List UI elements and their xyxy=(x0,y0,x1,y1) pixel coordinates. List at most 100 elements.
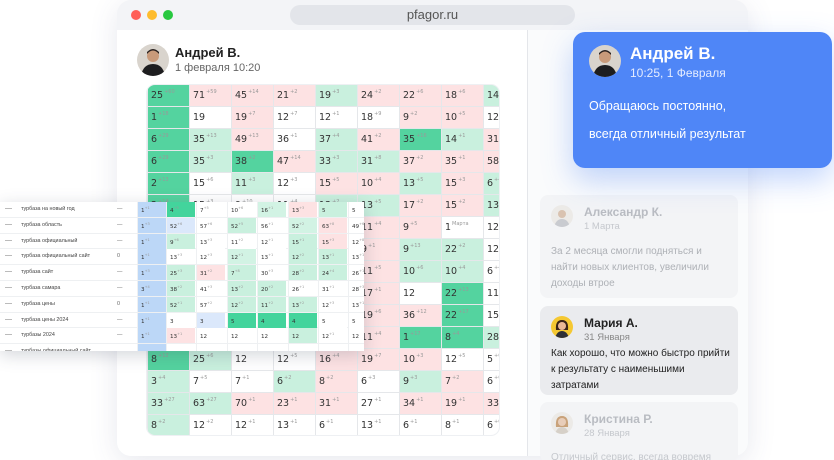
position-delta: +16 xyxy=(416,133,427,139)
featured-review-text-line1: Обращаюсь постоянно, xyxy=(589,99,727,113)
sheet-delta: +3 xyxy=(177,269,183,274)
position-cell: 25+6 xyxy=(190,349,231,370)
sheet-delta: +1 xyxy=(268,253,274,258)
position-cell: 22+6 xyxy=(400,85,441,106)
position-cell: 45+14 xyxy=(232,85,273,106)
address-bar[interactable]: pfagor.ru xyxy=(290,5,575,25)
featured-review-card[interactable]: Андрей В. 10:25, 1 Февраля Обращаюсь пос… xyxy=(573,32,832,168)
row-toggle[interactable]: — xyxy=(5,236,12,244)
sheet-value: 13 xyxy=(292,208,300,214)
sheet-value: 13 xyxy=(352,302,360,309)
position-cell: 11+3 xyxy=(232,173,273,194)
position-delta: +6 xyxy=(458,89,466,95)
row-toggle[interactable]: — xyxy=(5,299,12,307)
position-value: 12 xyxy=(277,112,290,123)
row-toggle[interactable]: — xyxy=(5,284,12,291)
position-delta: +2 xyxy=(326,375,334,381)
row-toggle[interactable]: — xyxy=(5,268,12,276)
sheet-delta: +1 xyxy=(299,285,305,289)
position-value: 13 xyxy=(277,420,290,431)
position-delta: +7 xyxy=(290,111,298,117)
maximize-dot-icon[interactable] xyxy=(163,10,173,20)
sheet-cell: 9+6 xyxy=(166,233,195,249)
sheet-delta: +6 xyxy=(207,221,213,226)
position-cell: 17+1 xyxy=(358,283,399,304)
sheet-cell: 52+6 xyxy=(166,217,195,233)
position-value: 12 xyxy=(487,244,499,255)
sheet-cell: 5 xyxy=(318,312,347,328)
sheet-value: 13 xyxy=(322,255,330,262)
review-card[interactable]: Александр К. 1 Марта За 2 месяца смогли … xyxy=(540,195,738,298)
minimize-dot-icon[interactable] xyxy=(147,10,157,20)
sheet-value: 4 xyxy=(261,318,265,325)
position-delta: +2 xyxy=(458,243,466,249)
keyword-name: турбазы официальный сайт xyxy=(21,348,91,351)
position-cell: 10+3 xyxy=(400,349,441,370)
position-value: 15 xyxy=(445,178,458,189)
sheet-delta: +8 xyxy=(329,221,335,226)
position-value: 3 xyxy=(151,376,158,387)
position-delta: +1 xyxy=(326,419,334,425)
position-delta: +2 xyxy=(374,89,382,95)
position-cell: 6+1 xyxy=(316,415,357,435)
sheet-delta: +1 xyxy=(299,237,305,242)
review-author: Александр К. xyxy=(584,205,663,219)
sheet-delta: +5 xyxy=(238,221,244,226)
sheet-delta: +4 xyxy=(144,285,150,289)
close-dot-icon[interactable] xyxy=(131,10,141,20)
position-cell: 9+1 xyxy=(358,239,399,260)
row-toggle[interactable]: — xyxy=(5,252,12,260)
row-toggle[interactable]: — xyxy=(5,331,12,339)
position-value: 2 xyxy=(151,178,158,189)
position-delta: +2 xyxy=(416,155,424,161)
position-value: 11 xyxy=(487,288,499,299)
position-cell: 18+6 xyxy=(442,85,483,106)
sheet-row: — турбаза официальный сайт 0 1+1 13+3 12+3 12+… xyxy=(0,249,364,266)
position-delta: +1 xyxy=(374,397,382,403)
sheet-cell: 4 xyxy=(257,312,286,328)
sheet-row: — турбазы 2024—1+1 13+1 12 12 12 12 12+1 12 xyxy=(0,328,364,345)
position-cell: 6+4 xyxy=(484,173,499,194)
position-cell: 11+5 xyxy=(358,261,399,282)
sheet-cell: 13+1 xyxy=(257,249,286,265)
row-toggle[interactable]: — xyxy=(5,220,12,228)
avatar-andrey-icon xyxy=(137,44,169,76)
sheet-value: 1 xyxy=(141,255,145,262)
position-cell: 1+17 xyxy=(400,327,441,348)
position-value: 9 xyxy=(403,244,410,255)
position-value: 14 xyxy=(445,134,458,145)
review-card-active[interactable]: Мария А. 31 Января Как хорошо, что можно… xyxy=(540,306,738,395)
keyword-frequency: — xyxy=(117,332,123,339)
sheet-value: 12 xyxy=(322,334,330,341)
position-cell: 12+5 xyxy=(442,349,483,370)
sheet-value: 12 xyxy=(200,255,208,262)
position-delta: +2 xyxy=(458,199,466,205)
position-delta: +2 xyxy=(248,155,256,161)
position-value: 8 xyxy=(151,354,158,365)
position-delta: +13 xyxy=(206,133,217,139)
position-delta: +1 xyxy=(410,419,418,425)
sheet-cell: 30+3 xyxy=(257,265,286,281)
row-toggle[interactable]: — xyxy=(5,205,12,212)
row-toggle[interactable]: — xyxy=(5,315,12,323)
keyword-name: турбаза цены 2024 xyxy=(21,316,69,323)
sheet-cell: 38+2 xyxy=(166,281,195,296)
position-value: 22 xyxy=(445,288,458,299)
position-value: 16 xyxy=(319,354,332,365)
sheet-value: 1 xyxy=(141,271,145,278)
position-delta: +3 xyxy=(416,353,424,359)
sheet-value: 56 xyxy=(261,223,269,230)
position-cell: 19+7 xyxy=(358,349,399,370)
position-cell: 33+27 xyxy=(148,393,189,414)
browser-topbar: pfagor.ru xyxy=(117,0,748,30)
position-value: 19 xyxy=(445,398,458,409)
row-toggle[interactable]: — xyxy=(5,347,12,351)
sheet-delta: +2 xyxy=(207,269,213,274)
position-cell: 9+5 xyxy=(400,217,441,238)
review-card[interactable]: Кристина Р. 28 Января Отличный сервис, в… xyxy=(540,402,738,460)
sheet-cell: 13+3 xyxy=(166,249,195,265)
keyword-name: турбаза на новый год xyxy=(21,206,75,212)
sheet-cell: 10+6 xyxy=(227,202,256,217)
sheet-delta: +3 xyxy=(207,285,213,289)
sheet-cell: 52+1 xyxy=(166,296,195,312)
